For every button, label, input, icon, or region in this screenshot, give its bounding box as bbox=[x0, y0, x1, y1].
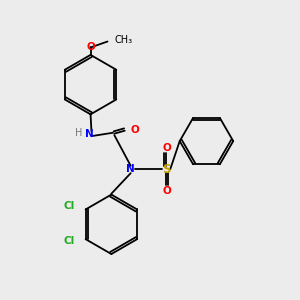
Text: Cl: Cl bbox=[63, 201, 74, 211]
Text: S: S bbox=[162, 163, 171, 176]
Text: O: O bbox=[86, 43, 95, 52]
Text: H: H bbox=[75, 128, 82, 138]
Text: Cl: Cl bbox=[63, 236, 74, 246]
Text: O: O bbox=[130, 125, 139, 135]
Text: O: O bbox=[163, 186, 172, 196]
Text: N: N bbox=[85, 129, 93, 139]
Text: N: N bbox=[126, 164, 135, 174]
Text: CH₃: CH₃ bbox=[115, 35, 133, 45]
Text: O: O bbox=[163, 143, 172, 153]
